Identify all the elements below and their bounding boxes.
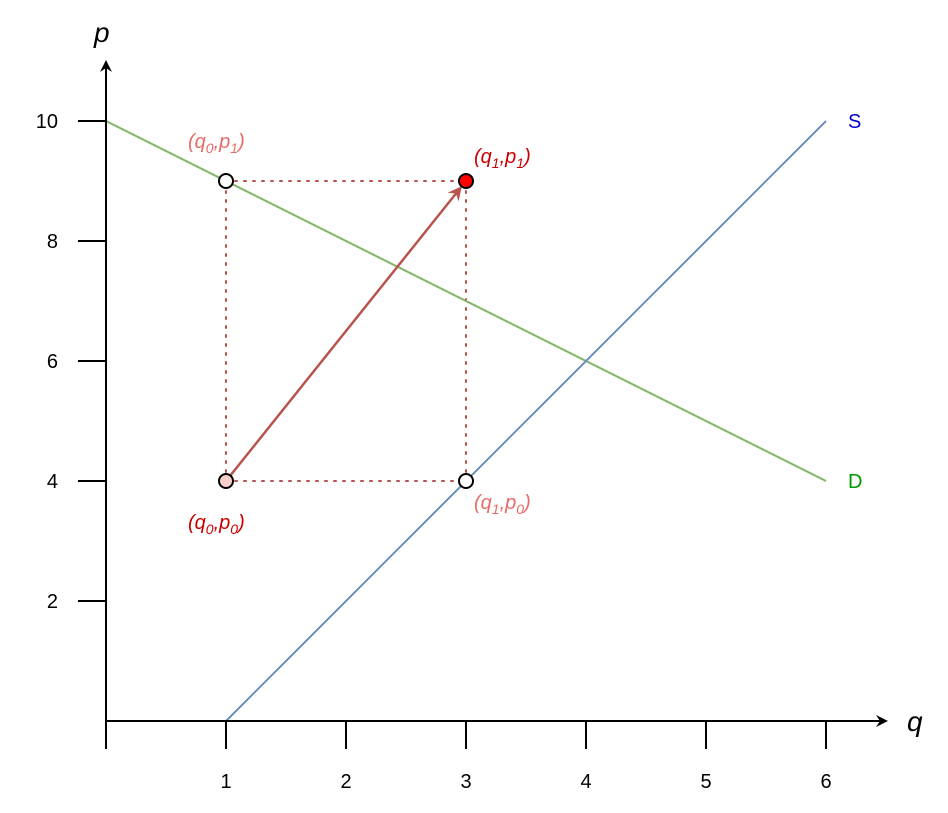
y-tick-label: 10 [36,111,58,133]
point-label: (q1,p0) [474,492,531,517]
series-lines: DS [105,111,862,722]
point-label: (q1,p1) [474,146,531,171]
x-tick-label: 1 [220,771,231,793]
y-axis-title: p [93,17,110,48]
demand-label: D [848,471,862,493]
axis-ticks: 1 2 3 4 5 6 2 4 6 8 10 [36,111,832,793]
x-tick-label: 4 [580,771,591,793]
point-marker [458,473,474,489]
point-labels: (q0,p0) (q0,p1) (q1,p0) (q1,p1) [188,131,531,537]
axes: q p [93,17,923,737]
point-marker [458,173,474,189]
y-tick-label: 2 [47,591,58,613]
y-tick-label: 6 [47,351,58,373]
x-axis-title: q [907,706,923,737]
x-tick-label: 2 [340,771,351,793]
x-tick-label: 3 [460,771,471,793]
y-tick-label: 8 [47,231,58,253]
supply-line [225,120,827,722]
point-marker [218,173,234,189]
supply-label: S [848,111,861,133]
y-tick-label: 4 [47,471,58,493]
point-label: (q0,p1) [188,131,245,156]
x-tick-label: 6 [820,771,831,793]
points [218,173,474,489]
x-tick-label: 5 [700,771,711,793]
guide-lines [225,180,467,482]
point-label: (q0,p0) [188,512,245,537]
shift-arrow-line [225,186,462,482]
point-marker [218,473,234,489]
shift-arrow [225,186,462,482]
